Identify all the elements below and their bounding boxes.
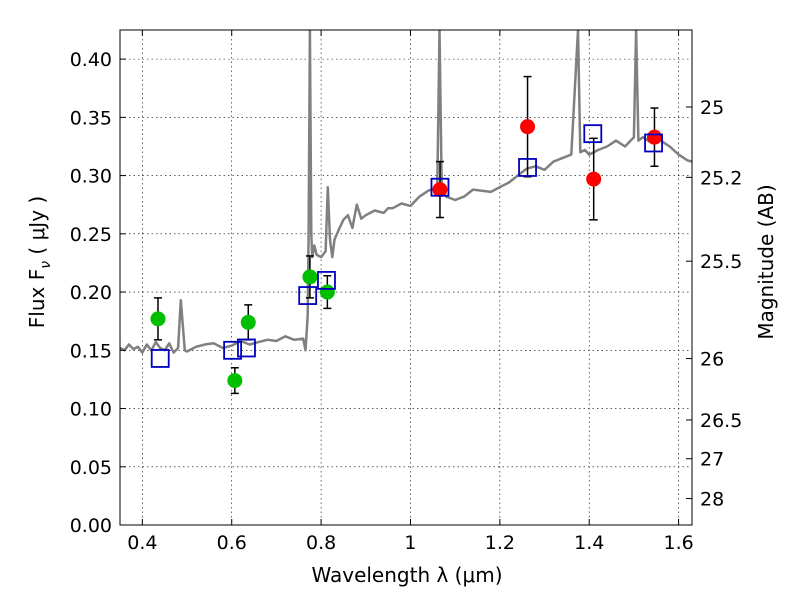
x-tick-label: 1.4 bbox=[574, 532, 604, 554]
model-photometry-square bbox=[583, 124, 603, 144]
data-point bbox=[586, 171, 602, 187]
model-photometry-square bbox=[150, 349, 170, 368]
x-tick-label: 0.8 bbox=[306, 532, 336, 554]
x-tick-label: 1 bbox=[404, 532, 416, 554]
spectrum-layer bbox=[120, 30, 692, 354]
data-point bbox=[150, 311, 166, 327]
x-tick-label: 1.6 bbox=[663, 532, 693, 554]
y2-tick-label: 26 bbox=[700, 349, 724, 371]
y-tick-label: 0.05 bbox=[70, 457, 112, 479]
x-tick-label: 0.4 bbox=[127, 532, 157, 554]
model-photometry-square bbox=[644, 133, 663, 153]
y2-tick-label: 27 bbox=[700, 449, 724, 471]
y-tick-label: 0.25 bbox=[70, 224, 112, 246]
grid bbox=[120, 30, 692, 526]
y-tick-label: 0.35 bbox=[70, 107, 112, 129]
data-point bbox=[520, 119, 536, 135]
model-photometry-square bbox=[518, 158, 537, 177]
model-photometry-square bbox=[223, 340, 243, 360]
spectrum-line bbox=[120, 30, 692, 354]
y-axis-title-sub: ν bbox=[38, 261, 54, 269]
y2-tick-label: 28 bbox=[700, 489, 724, 511]
y2-tick-label: 25.2 bbox=[700, 167, 742, 189]
y-tick-label: 0.40 bbox=[70, 49, 112, 71]
y2-axis-title: Magnitude (AB) bbox=[754, 184, 778, 339]
tick-layer: 0.4 0.6 0.8 1 1.2 1.4 1.6 0.00 0.05 0.10 0.15 0.20 0… bbox=[70, 30, 742, 554]
model-photometry-square bbox=[237, 338, 256, 358]
x-tick-label: 0.6 bbox=[217, 532, 247, 554]
y2-tick-label: 26.5 bbox=[700, 410, 742, 432]
y-tick-label: 0.15 bbox=[70, 340, 112, 362]
x-tick-label: 1.2 bbox=[485, 532, 515, 554]
y-axis-title-unit: ( μJy ) bbox=[25, 196, 49, 261]
marker-layer bbox=[150, 119, 663, 389]
model-photometry-square bbox=[317, 271, 336, 290]
data-point bbox=[302, 269, 318, 285]
y-tick-label: 0.30 bbox=[70, 166, 112, 188]
plot-frame bbox=[119, 29, 693, 526]
data-point bbox=[240, 314, 256, 330]
data-point bbox=[646, 129, 662, 145]
data-point bbox=[432, 182, 448, 198]
model-photometry-square bbox=[430, 177, 450, 197]
model-photometry-square bbox=[298, 286, 318, 305]
y-tick-label: 0.20 bbox=[70, 282, 112, 304]
y2-tick-label: 25.5 bbox=[700, 251, 742, 273]
data-point bbox=[227, 373, 243, 389]
y-tick-label: 0.00 bbox=[70, 515, 112, 537]
y-tick-label: 0.10 bbox=[70, 399, 112, 421]
data-point bbox=[319, 284, 335, 300]
y-axis-title-main: Flux F bbox=[25, 269, 49, 328]
y2-tick-label: 25 bbox=[700, 97, 724, 119]
x-axis-title: Wavelength λ (μm) bbox=[311, 563, 502, 587]
y-axis-title: Flux Fν ( μJy ) bbox=[25, 196, 54, 328]
